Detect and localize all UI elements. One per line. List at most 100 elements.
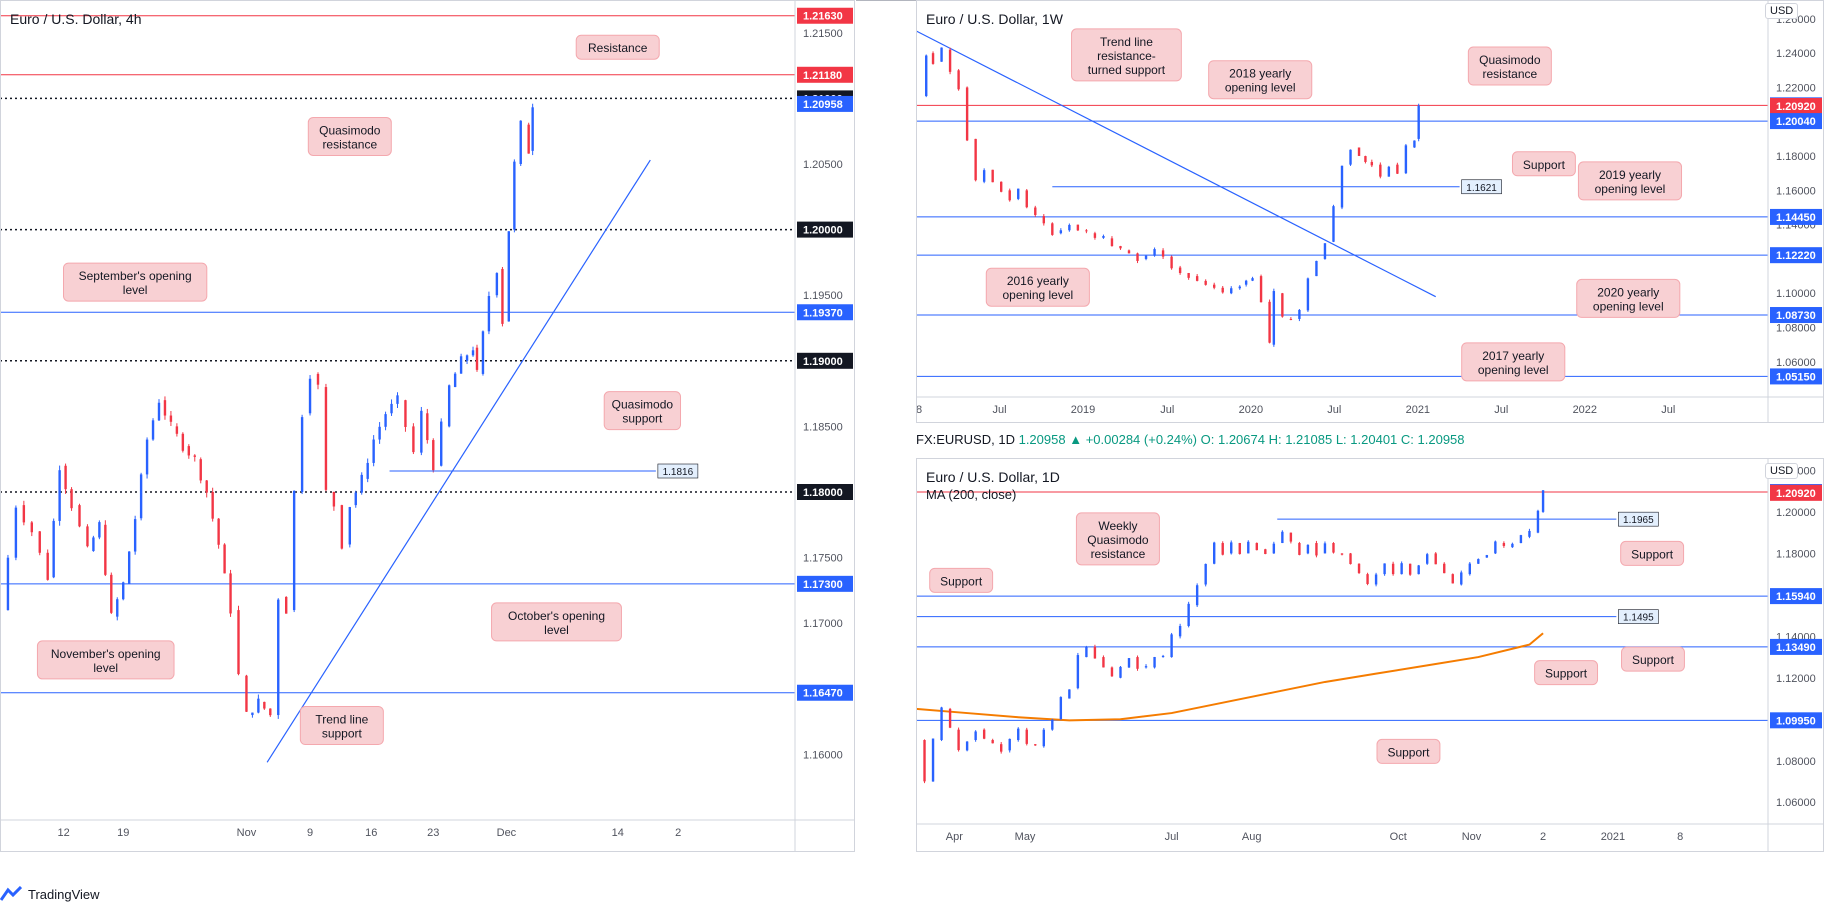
candle-body xyxy=(1315,260,1318,277)
candle-body xyxy=(957,70,960,90)
candle-body xyxy=(251,712,254,716)
candle-body xyxy=(1187,603,1190,626)
candle-body xyxy=(1332,543,1335,553)
candle-body xyxy=(92,537,95,552)
candle-body xyxy=(1460,572,1463,585)
candle-body xyxy=(157,402,161,421)
callout-text: 2020 yearly xyxy=(1597,285,1659,299)
candle-body xyxy=(1076,224,1080,231)
ma-200-line xyxy=(915,632,1544,722)
candle-body xyxy=(1008,738,1011,751)
candle-body xyxy=(217,518,220,545)
candle-body xyxy=(308,378,312,414)
candle-body xyxy=(982,170,986,182)
chart-pane-4h[interactable]: Euro / U.S. Dollar, 4h 1.215001.210001.2… xyxy=(0,0,856,853)
candle-body xyxy=(1153,249,1156,256)
candle-body xyxy=(52,520,55,578)
y-tick-label: 1.06000 xyxy=(1776,357,1816,369)
callout-box xyxy=(1376,738,1441,764)
candle-body xyxy=(1136,657,1139,669)
candle-body xyxy=(1364,156,1367,162)
callout-text: Resistance xyxy=(588,41,648,55)
candle-body xyxy=(175,426,179,434)
chart-pane-1w[interactable]: Euro / U.S. Dollar, 1W 1.26000 1.24000 1.2… xyxy=(910,0,1824,424)
candle-body xyxy=(1502,543,1506,546)
y-tick-label: 1.17000 xyxy=(803,618,843,630)
candle-body xyxy=(426,413,429,441)
candle-body xyxy=(931,738,935,782)
callout-box xyxy=(299,706,384,746)
candle-body xyxy=(1306,278,1310,311)
candle-body xyxy=(104,524,107,575)
x-tick-label: 9 xyxy=(307,827,313,839)
axis-price-badge xyxy=(797,95,853,112)
chart-1w[interactable]: 1.260001.240001.220001.200001.180001.160… xyxy=(910,0,1824,424)
candle-body xyxy=(1008,190,1011,201)
candle-body xyxy=(332,492,336,507)
chart-1d[interactable]: 1.220001.200001.180001.160001.140001.120… xyxy=(915,458,1824,853)
ohlc-bar: FX:EURUSD, 1D 1.20958 ▲ +0.00284 (+0.24%… xyxy=(916,432,1824,447)
candle-body xyxy=(1161,250,1165,257)
x-tick-label: 2021 xyxy=(1406,404,1430,416)
callout-text: turned support xyxy=(1088,63,1166,77)
ohlc-close: 1.20958 xyxy=(1018,432,1066,447)
callout-text: level xyxy=(93,661,118,675)
callout-box xyxy=(1577,161,1683,201)
candle-body xyxy=(1034,207,1037,216)
trend-line xyxy=(915,30,1436,298)
axis-price-label: 1.20920 xyxy=(1776,101,1816,113)
callout-text: opening level xyxy=(1002,288,1073,302)
candle-body xyxy=(193,455,196,457)
ohlc-close-label: C: 1.20958 xyxy=(1400,432,1465,447)
candle-body xyxy=(1404,145,1408,174)
candle-body xyxy=(527,124,530,154)
candle-body xyxy=(1230,542,1233,554)
candle-body xyxy=(1477,559,1480,564)
axis-price-label: 1.20958 xyxy=(803,99,843,111)
candle-body xyxy=(1204,563,1207,585)
candle-body xyxy=(507,231,510,322)
chart-pane-1d[interactable]: Euro / U.S. Dollar, 1D MA (200, close) 1… xyxy=(915,458,1824,853)
x-tick-label: 19 xyxy=(117,827,129,839)
candle-body xyxy=(475,347,479,370)
price-tag-label: 1.1621 xyxy=(1466,183,1497,194)
candle-body xyxy=(1366,574,1369,584)
candle-body xyxy=(519,120,522,164)
candle-body xyxy=(257,698,260,713)
y-tick-label: 1.17500 xyxy=(803,553,843,565)
candle-body xyxy=(110,574,113,613)
candle-body xyxy=(1349,149,1352,165)
candle-body xyxy=(324,387,328,490)
callout-text: opening level xyxy=(1225,81,1296,95)
price-tag-box xyxy=(1618,609,1659,624)
candle-body xyxy=(940,707,943,741)
x-tick-label: 14 xyxy=(612,827,624,839)
candle-body xyxy=(1017,188,1020,199)
candle-body xyxy=(1230,288,1233,294)
candle-body xyxy=(1357,563,1361,573)
chart-title-1d: Euro / U.S. Dollar, 1D xyxy=(926,469,1060,485)
tradingview-icon xyxy=(0,886,22,901)
candle-body xyxy=(116,599,119,617)
price-tag-label: 1.1495 xyxy=(1623,613,1654,624)
chart-4h[interactable]: 1.215001.210001.205001.200001.195001.190… xyxy=(0,0,856,853)
trend-line xyxy=(266,159,651,763)
ohlc-change: ▲ +0.00284 (+0.24%) xyxy=(1069,432,1198,447)
candle-body xyxy=(1289,318,1293,320)
y-tick-label: 1.18000 xyxy=(1776,548,1816,560)
x-tick-label: Jul xyxy=(1160,404,1174,416)
axis-price-label: 1.13490 xyxy=(1776,642,1816,654)
callout-text: Trend line xyxy=(1100,35,1153,49)
axis-price-label: 1.08730 xyxy=(1776,310,1816,322)
candle-body xyxy=(459,356,463,374)
candle-body xyxy=(360,474,363,493)
axis-price-badge xyxy=(797,484,853,500)
callout-box xyxy=(929,567,994,593)
candle-body xyxy=(1127,250,1131,254)
callout-text: 2018 yearly xyxy=(1229,67,1291,81)
candle-body xyxy=(1136,253,1139,261)
candle-body xyxy=(1387,166,1391,177)
candle-body xyxy=(1238,286,1241,289)
candle-body xyxy=(277,599,280,716)
candle-body xyxy=(1434,553,1437,565)
